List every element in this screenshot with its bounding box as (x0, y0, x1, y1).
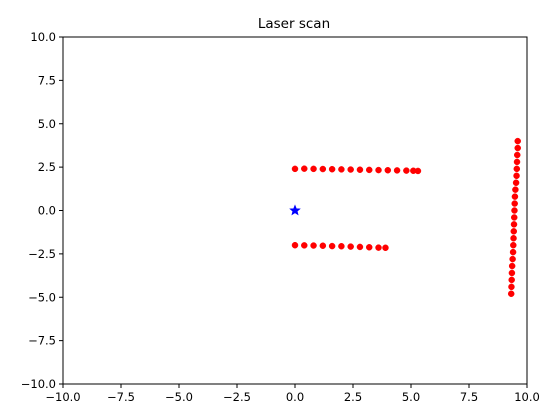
scan-point (511, 200, 518, 207)
data-points (289, 137, 521, 298)
scan-point (356, 243, 364, 251)
scan-point (508, 283, 515, 291)
scan-point (319, 165, 327, 173)
scan-point (338, 242, 345, 250)
scan-point (338, 166, 345, 173)
x-tick-label: 5.0 (402, 390, 420, 404)
scan-point (510, 228, 518, 235)
scan-point (513, 165, 521, 173)
scan-point (510, 214, 518, 221)
chart-title: Laser scan (258, 16, 330, 32)
x-tick-label: 0.0 (286, 390, 304, 404)
x-tick-label: −7.5 (107, 390, 135, 404)
scan-point (365, 166, 373, 174)
scan-point (514, 144, 521, 152)
scan-point (365, 244, 373, 251)
scan-point (375, 244, 382, 251)
y-tick-label: 10.0 (30, 30, 56, 44)
y-tick-label: 5.0 (38, 117, 56, 131)
scan-point (511, 193, 519, 200)
scan-point (347, 166, 354, 173)
scan-point (510, 235, 517, 242)
scan-point (511, 207, 518, 214)
y-tick-label: −2.5 (28, 247, 56, 261)
scan-point (291, 241, 299, 249)
scan-point (508, 262, 516, 270)
scan-point (510, 241, 517, 249)
x-tick-label: 7.5 (460, 390, 478, 404)
scan-point (319, 242, 327, 249)
scan-point (403, 167, 410, 174)
scan-point (507, 290, 515, 298)
scan-point (513, 172, 520, 180)
x-tick-label: −5.0 (165, 390, 193, 404)
scan-point (510, 221, 518, 228)
scan-point (509, 248, 517, 256)
scan-point (301, 165, 308, 172)
scan-point (384, 166, 392, 174)
scan-point (509, 255, 516, 263)
scan-point (310, 242, 317, 249)
y-tick-label: −10.0 (21, 377, 56, 391)
y-tick-label: −7.5 (28, 334, 56, 348)
y-tick-label: 2.5 (38, 160, 56, 174)
scan-point (310, 165, 317, 173)
scan-point (382, 244, 389, 252)
scan-point (301, 242, 308, 249)
scan-point (375, 166, 382, 174)
x-tick-label: 10.0 (514, 390, 540, 404)
scan-point (512, 179, 520, 186)
scan-point (512, 186, 519, 193)
scan-point (328, 242, 336, 250)
y-tick-label: 0.0 (38, 204, 56, 218)
scan-point (508, 276, 515, 284)
robot-position-marker (289, 204, 301, 216)
scan-point (513, 158, 521, 166)
scan-point (347, 243, 354, 250)
scan-point (393, 167, 401, 174)
x-tick-label: −2.5 (223, 390, 251, 404)
y-tick-label: 7.5 (38, 73, 56, 87)
scan-point (328, 165, 336, 173)
scan-point (508, 269, 516, 277)
y-tick-label: −5.0 (28, 290, 56, 304)
scan-point (414, 167, 422, 175)
ticks: −10.0 −7.5 −5.0 −2.5 0.0 2.5 5.0 7.5 10.0 −10.0 −7… (21, 30, 540, 404)
x-tick-label: −10.0 (45, 390, 80, 404)
scan-point (514, 137, 521, 145)
scan-point (514, 151, 521, 159)
scan-point (356, 166, 364, 173)
scan-point (291, 165, 299, 173)
x-tick-label: 2.5 (344, 390, 362, 404)
